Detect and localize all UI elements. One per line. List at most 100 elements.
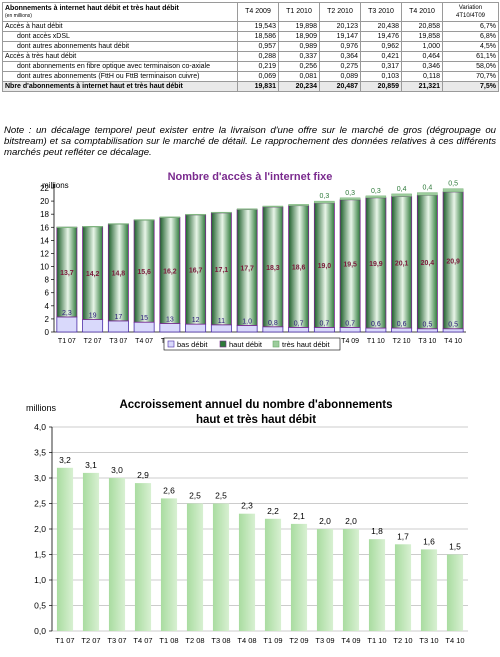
bar-tres-haut-debit xyxy=(339,197,361,200)
table-body: Accès à haut débit 19,543 19,898 20,123 20,4… xyxy=(2,21,499,92)
column-header: T2 2010 xyxy=(319,2,361,22)
variation-cell: 58,0% xyxy=(442,61,499,72)
bar-bas-debit xyxy=(442,328,464,333)
column-header: T3 2010 xyxy=(360,2,402,22)
row-label: dont abonnements en fibre optique avec t… xyxy=(2,61,238,72)
bar-label-bas: 19 xyxy=(89,313,97,320)
table-cell: 19,831 xyxy=(237,81,279,92)
bar-value-label: 2,5 xyxy=(189,491,201,501)
legend-swatch xyxy=(272,340,280,348)
table-title: Abonnements à internet haut débit et trè… xyxy=(2,2,238,22)
x-tick-label: T1 09 xyxy=(263,636,282,645)
y-tick-label: 2,5 xyxy=(34,499,46,509)
chart-title-line1: Accroissement annuel du nombre d'abonnem… xyxy=(119,399,392,411)
table-cell: 20,438 xyxy=(360,21,402,32)
table-cell: 20,487 xyxy=(319,81,361,92)
y-tick-label: 8 xyxy=(45,276,50,285)
bar-tres-haut-debit xyxy=(159,216,181,218)
bar-label-haut: 20,9 xyxy=(446,258,460,265)
bar-label-haut: 18,3 xyxy=(266,265,280,272)
bar-label-haut: 16,2 xyxy=(163,268,177,275)
bar xyxy=(290,523,308,631)
bar-label-haut: 20,4 xyxy=(421,260,435,267)
bar-value-label: 2,5 xyxy=(215,491,227,501)
bar-label-bas: 0,5 xyxy=(448,322,458,329)
table-cell: 20,234 xyxy=(278,81,320,92)
bar-label-haut: 16,7 xyxy=(189,267,203,274)
x-tick-label: T1 07 xyxy=(58,338,76,345)
x-tick-label: T4 10 xyxy=(444,338,462,345)
bar xyxy=(238,513,256,631)
y-tick-label: 3,5 xyxy=(34,448,46,458)
x-tick-label: T2 08 xyxy=(185,636,204,645)
bar xyxy=(186,503,204,631)
x-tick-label: T3 09 xyxy=(315,636,334,645)
bar-label-bas: 15 xyxy=(140,315,148,322)
table-cell: 0,337 xyxy=(278,51,320,62)
bar-bas-debit xyxy=(416,328,438,333)
bar-label-haut: 17,7 xyxy=(240,266,254,273)
variation-header: Variation 4T10/4T09 xyxy=(442,2,499,22)
table-cell: 0,275 xyxy=(319,61,361,72)
bar-label-bas: 0,8 xyxy=(268,320,278,327)
column-header: T4 2010 xyxy=(401,2,443,22)
row-label: dont autres abonnements (FttH ou FttB te… xyxy=(2,71,238,82)
legend-box xyxy=(163,337,341,351)
table-header-row: Abonnements à internet haut débit et trè… xyxy=(2,2,499,22)
row-label: Accès à haut débit xyxy=(2,21,238,32)
bar-tres-haut-debit xyxy=(288,204,309,206)
table-row: dont abonnements en fibre optique avec t… xyxy=(2,61,499,72)
legend-entry: bas débit xyxy=(177,340,208,349)
legend-swatch xyxy=(167,340,175,348)
bar xyxy=(82,472,100,631)
legend-entry: très haut débit xyxy=(282,340,330,349)
bar-bas-debit xyxy=(210,324,232,333)
row-label: dont accès xDSL xyxy=(2,31,238,42)
bar-tres-haut-debit xyxy=(314,200,335,204)
x-tick-label: T1 07 xyxy=(55,636,74,645)
x-tick-label: T3 08 xyxy=(211,636,230,645)
bar-label-bas: 0,6 xyxy=(397,321,407,328)
column-header: T4 2009 xyxy=(237,2,279,22)
table-cell: 0,957 xyxy=(237,41,279,52)
y-tick-label: 1,5 xyxy=(34,550,46,560)
table-cell: 21,321 xyxy=(401,81,443,92)
variation-cell: 6,7% xyxy=(442,21,499,32)
table-cell: 20,859 xyxy=(360,81,402,92)
y-tick-label: 16 xyxy=(40,223,49,232)
row-label: Nbre d'abonnements à internet haut et tr… xyxy=(2,81,238,92)
y-tick-label: 0,5 xyxy=(34,601,46,611)
y-tick-label: 2,0 xyxy=(34,524,46,534)
bar-tres-haut-debit xyxy=(56,226,78,228)
bar-tres-haut-debit xyxy=(211,211,232,214)
bar xyxy=(316,529,334,631)
table-unit: (en millions) xyxy=(5,12,32,19)
bar xyxy=(212,503,230,631)
table-cell: 19,898 xyxy=(278,21,320,32)
variation-cell: 6,8% xyxy=(442,31,499,42)
variation-cell: 70,7% xyxy=(442,71,499,82)
table-cell: 0,962 xyxy=(360,41,402,52)
x-tick-label: T1 08 xyxy=(159,636,178,645)
table-row: dont autres abonnements (FttH ou FttB te… xyxy=(2,71,499,82)
table-cell: 0,464 xyxy=(401,51,443,62)
table-cell: 0,103 xyxy=(360,71,402,82)
bar-value-label: 2,0 xyxy=(319,516,331,526)
chart-title-line2: haut et très haut débit xyxy=(196,414,316,426)
table-row: dont autres abonnements haut débit 0,957 0… xyxy=(2,41,499,52)
y-tick-label: 1,0 xyxy=(34,575,46,585)
x-tick-label: T4 09 xyxy=(341,338,359,345)
table-cell: 0,317 xyxy=(360,61,402,72)
bar-label-haut: 18,6 xyxy=(292,265,306,272)
bar xyxy=(56,467,74,631)
bar-bas-debit xyxy=(82,319,104,333)
bar xyxy=(134,483,152,631)
x-tick-label: T4 09 xyxy=(341,636,360,645)
x-tick-label: T3 07 xyxy=(109,338,127,345)
bar xyxy=(264,518,282,631)
bar-value-label: 2,0 xyxy=(345,516,357,526)
bar-label-haut: 13,7 xyxy=(60,270,74,277)
bar-tres-haut-debit xyxy=(417,192,438,196)
table-cell: 0,256 xyxy=(278,61,320,72)
bar xyxy=(368,539,386,631)
